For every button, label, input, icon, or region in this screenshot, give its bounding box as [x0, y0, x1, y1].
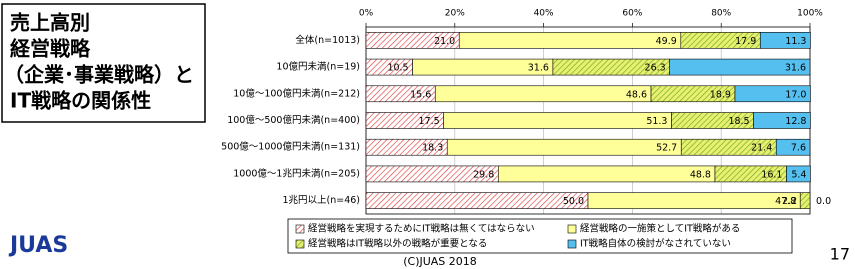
legend-swatch — [295, 224, 305, 234]
x-tick-label: 60% — [622, 9, 642, 19]
value-label: 31.6 — [528, 63, 549, 74]
x-tick-label: 40% — [534, 9, 554, 19]
value-label: 5.4 — [791, 169, 806, 180]
value-label: 16.1 — [761, 169, 782, 180]
bar-segment — [443, 112, 672, 129]
bar-segment — [799, 192, 811, 209]
value-label: 15.6 — [410, 89, 431, 100]
value-label: 51.3 — [646, 116, 667, 127]
value-label: 11.3 — [785, 36, 806, 47]
y-tick-label: 1兆円以上(n=46) — [282, 195, 360, 206]
bar-segment — [775, 138, 811, 156]
value-label: 31.6 — [785, 63, 806, 74]
y-tick-label: 全体(n=1013) — [295, 34, 360, 46]
value-label: 17.9 — [735, 36, 756, 47]
value-label: 17.5 — [419, 116, 440, 127]
y-tick-label: 10億～100億円未満(n=212) — [233, 87, 360, 99]
value-label: 10.5 — [387, 63, 408, 74]
bar-segment — [759, 32, 811, 49]
value-label: 18.9 — [710, 89, 731, 100]
bar-segment — [446, 138, 682, 156]
legend-label: 経営戦略を実現するためにIT戦略は無くてはならない — [308, 223, 535, 235]
logo: JUAS — [8, 233, 68, 258]
value-label: 48.8 — [690, 169, 711, 180]
value-label: 18.5 — [728, 116, 749, 127]
legend-swatch — [295, 239, 305, 249]
x-tick-label: 80% — [711, 9, 731, 19]
title-line: IT戦略の関係性 — [10, 89, 151, 113]
legend-label: 経営戦略の一施策としてIT戦略がある — [580, 223, 740, 235]
value-label: 52.7 — [656, 143, 677, 154]
value-label: 17.0 — [785, 89, 806, 100]
value-label: 26.3 — [645, 63, 666, 74]
copyright: (C)JUAS 2018 — [403, 255, 477, 268]
value-label: 50.0 — [563, 196, 584, 207]
y-tick-label: 100億～500億円未満(n=400) — [227, 114, 360, 126]
y-tick-label: 500億～1000億円未満(n=131) — [221, 141, 360, 153]
value-label: 2.2 — [782, 196, 797, 207]
value-label: 21.4 — [751, 143, 772, 154]
value-label: 47.8 — [775, 196, 796, 207]
value-label: 0.0 — [816, 196, 831, 207]
page-number: 17 — [830, 245, 850, 264]
legend-label: IT戦略自体の検討がなされていない — [580, 238, 731, 250]
bar-segment — [458, 32, 682, 49]
bar-segment — [753, 112, 811, 129]
x-tick-label: 20% — [445, 9, 465, 19]
bar-segment — [587, 192, 801, 209]
bar-segment — [786, 165, 811, 183]
value-label: 49.9 — [656, 36, 677, 47]
x-tick-label: 100% — [797, 9, 823, 19]
value-label: 48.6 — [626, 89, 647, 100]
bar-segment — [434, 85, 652, 103]
title-line: 売上高別 — [10, 11, 90, 35]
x-tick-label: 0% — [359, 9, 374, 19]
value-label: 12.8 — [785, 116, 806, 127]
value-label: 29.8 — [473, 169, 494, 180]
title-line: （企業･事業戦略）と — [4, 63, 194, 87]
legend-swatch — [567, 224, 577, 234]
title-line: 経営戦略 — [10, 37, 91, 61]
legend-label: 経営戦略はIT戦略以外の戦略が重要となる — [308, 238, 487, 250]
legend-swatch — [567, 239, 577, 249]
bar-segment — [734, 85, 811, 103]
value-label: 18.3 — [422, 143, 443, 154]
bar-segment — [669, 58, 811, 76]
bar-segment — [365, 192, 589, 209]
bar-segment — [498, 165, 716, 183]
title-box — [1, 3, 206, 123]
value-label: 21.0 — [434, 36, 455, 47]
value-label: 7.6 — [791, 143, 806, 154]
y-tick-label: 10億円未満(n=19) — [276, 61, 360, 73]
legend-box — [287, 218, 793, 254]
y-tick-label: 1000億～1兆円未満(n=205) — [233, 167, 360, 179]
